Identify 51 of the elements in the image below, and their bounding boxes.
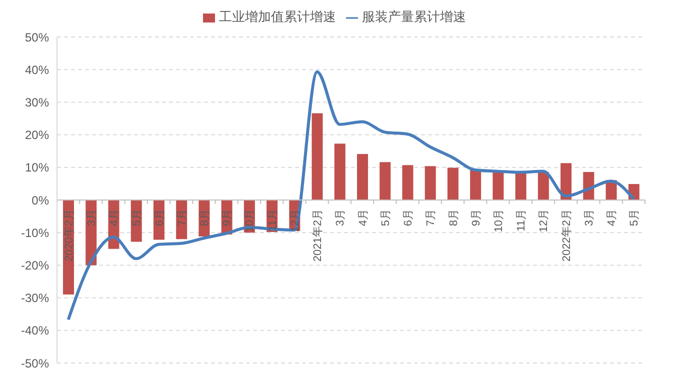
x-tick-label: 4月 bbox=[606, 209, 618, 226]
bar bbox=[424, 166, 436, 200]
x-tick-label: 7月 bbox=[425, 209, 438, 226]
x-tick-label: 9月 bbox=[470, 209, 482, 226]
bar bbox=[470, 170, 482, 200]
bar bbox=[312, 113, 323, 200]
x-tick-label: 2022年2月 bbox=[560, 209, 573, 262]
x-tick-label: 4月 bbox=[357, 209, 370, 226]
x-tick-label: 12月 bbox=[538, 209, 550, 232]
x-tick-label: 6月 bbox=[154, 209, 166, 226]
x-tick-label: 2020年2月 bbox=[63, 209, 76, 262]
y-tick-label: 50% bbox=[24, 30, 50, 44]
bar bbox=[357, 154, 368, 200]
x-tick-label: 5月 bbox=[131, 209, 144, 226]
y-tick-label: 40% bbox=[24, 62, 50, 77]
bar bbox=[538, 172, 549, 200]
x-tick-label: 11月 bbox=[516, 209, 528, 232]
y-tick-label: -50% bbox=[20, 356, 50, 370]
x-tick-label: 12月 bbox=[289, 209, 302, 232]
y-tick-label: 10% bbox=[24, 160, 50, 175]
bar bbox=[515, 172, 526, 200]
x-tick-label: 2021年2月 bbox=[312, 209, 324, 262]
y-tick-label: -20% bbox=[20, 258, 50, 272]
x-tick-label: 10月 bbox=[244, 209, 256, 232]
x-tick-label: 11月 bbox=[266, 209, 279, 232]
y-tick-label: -10% bbox=[20, 226, 50, 240]
y-tick-label: 0% bbox=[32, 193, 50, 208]
x-tick-label: 5月 bbox=[380, 209, 392, 226]
bar bbox=[560, 163, 572, 200]
bar bbox=[492, 170, 504, 200]
legend-label: 工业增加值累计增速 bbox=[219, 9, 336, 24]
bar bbox=[380, 162, 391, 200]
x-tick-label: 3月 bbox=[334, 209, 347, 226]
y-tick-label: -30% bbox=[20, 291, 50, 306]
x-tick-label: 3月 bbox=[583, 209, 596, 226]
bar bbox=[447, 168, 458, 200]
x-tick-label: 10月 bbox=[493, 209, 505, 232]
bar bbox=[334, 144, 346, 200]
x-tick-label: 5月 bbox=[628, 209, 641, 226]
x-tick-label: 6月 bbox=[402, 209, 415, 226]
y-tick-label: -40% bbox=[20, 324, 50, 338]
x-tick-label: 7月 bbox=[176, 209, 188, 226]
legend-label: 服装产量累计增速 bbox=[362, 9, 466, 24]
x-tick-label: 8月 bbox=[199, 209, 211, 226]
bar bbox=[402, 165, 414, 200]
y-tick-label: 30% bbox=[24, 95, 50, 110]
x-tick-label: 3月 bbox=[86, 209, 98, 226]
x-tick-label: 9月 bbox=[222, 209, 234, 226]
x-tick-label: 8月 bbox=[448, 209, 460, 226]
x-tick-label: 4月 bbox=[108, 209, 121, 226]
y-tick-label: 20% bbox=[24, 128, 50, 142]
